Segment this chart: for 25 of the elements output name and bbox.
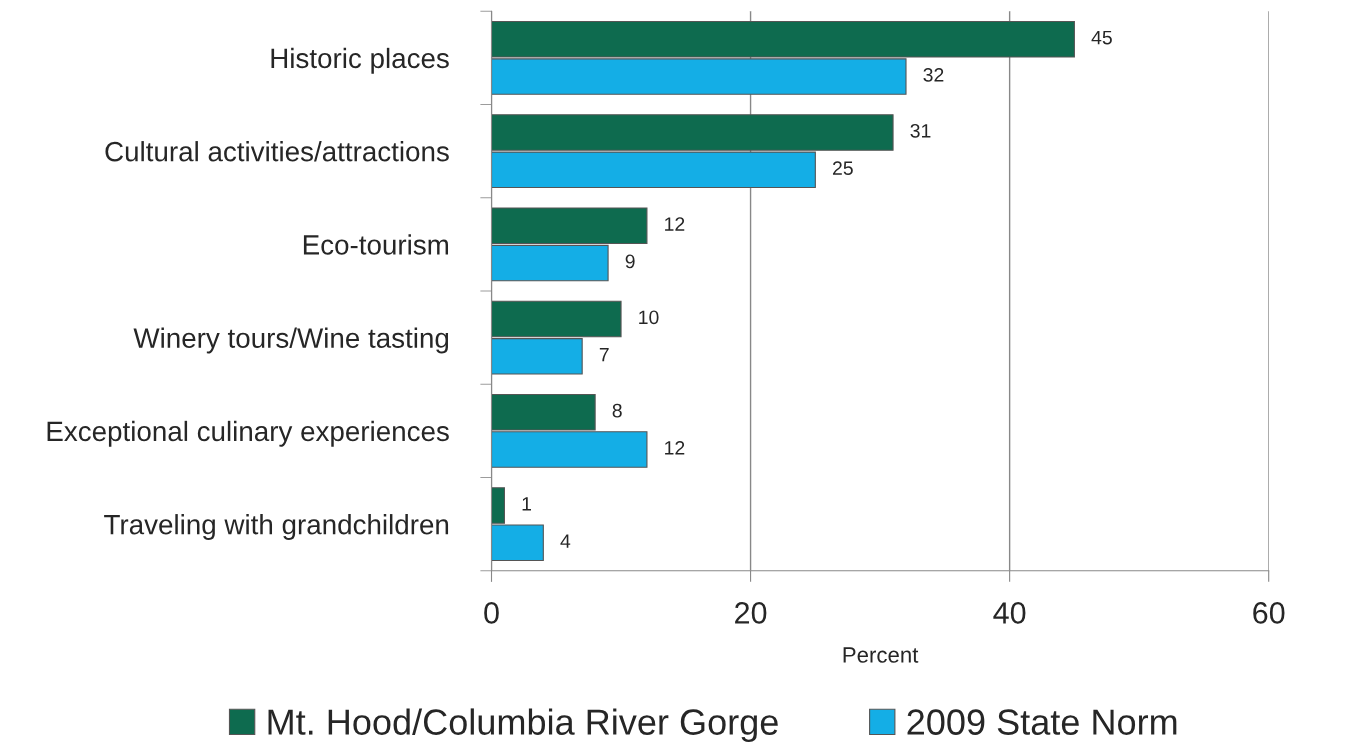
y-tick-label: Exceptional culinary experiences	[47, 420, 449, 447]
y-tick-label: Winery tours/Wine tasting	[133, 327, 449, 354]
data-label: 7	[599, 347, 609, 362]
data-label: 31	[910, 123, 931, 138]
x-tick-label: 0	[484, 602, 499, 624]
y-tick-label: Cultural activities/attractions	[105, 141, 449, 162]
data-label: 32	[923, 67, 944, 82]
data-label: 12	[665, 440, 685, 455]
data-label: 1	[522, 497, 531, 511]
legend-label: Mt. Hood/Columbia River Gorge	[268, 708, 778, 743]
x-tick-label: 20	[735, 602, 767, 624]
data-label: 25	[832, 161, 853, 176]
data-label: 12	[665, 217, 685, 231]
legend-label: 2009 State Norm	[907, 709, 1177, 735]
y-tick-label: Eco-tourism	[303, 234, 449, 255]
x-tick-label: 60	[1253, 602, 1285, 624]
x-tick-label: 40	[993, 602, 1026, 624]
data-label: 9	[625, 254, 635, 269]
data-label: 8	[612, 403, 622, 418]
data-label: 10	[639, 310, 659, 325]
data-label: 45	[1091, 30, 1112, 45]
y-tick-label: Historic places	[271, 47, 449, 74]
y-tick-label: Traveling with grandchildren	[104, 514, 449, 540]
data-label: 4	[560, 534, 571, 548]
x-axis-title: Percent	[843, 647, 919, 663]
